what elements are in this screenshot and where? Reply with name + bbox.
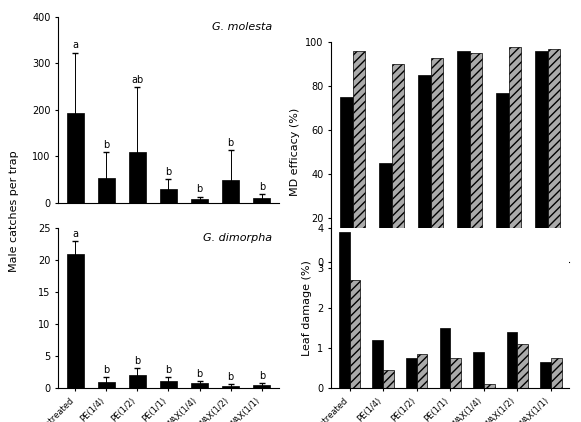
Bar: [350, 280, 360, 388]
Bar: [222, 180, 239, 203]
Bar: [160, 381, 177, 388]
Text: b: b: [196, 184, 203, 194]
Text: b: b: [166, 365, 171, 375]
Bar: [67, 254, 84, 388]
Bar: [379, 163, 392, 262]
Bar: [129, 152, 146, 203]
Bar: [418, 75, 431, 262]
Text: b: b: [134, 356, 141, 366]
Bar: [457, 51, 470, 262]
Bar: [340, 97, 353, 262]
Bar: [191, 199, 208, 203]
Text: a: a: [72, 41, 78, 50]
Bar: [98, 178, 115, 203]
Bar: [372, 340, 383, 388]
Bar: [417, 354, 428, 388]
Bar: [253, 198, 270, 203]
Bar: [470, 53, 482, 262]
Bar: [536, 51, 548, 262]
Bar: [222, 386, 239, 388]
Bar: [507, 332, 517, 388]
Bar: [353, 51, 365, 262]
Bar: [496, 93, 509, 262]
Text: G. dimorpha: G. dimorpha: [203, 233, 272, 243]
Bar: [339, 232, 350, 388]
Bar: [450, 358, 461, 388]
Text: b: b: [196, 369, 203, 379]
Bar: [191, 383, 208, 388]
Text: b: b: [259, 371, 265, 381]
Text: Male catches per trap: Male catches per trap: [9, 150, 19, 272]
Bar: [517, 344, 528, 388]
Bar: [473, 352, 484, 388]
Text: b: b: [228, 372, 234, 382]
Bar: [129, 376, 146, 388]
Bar: [509, 46, 521, 262]
Text: a: a: [72, 229, 78, 239]
Bar: [406, 358, 417, 388]
Text: ab: ab: [131, 75, 144, 85]
Legend: G. molesta, G. dimorpha: G. molesta, G. dimorpha: [469, 0, 565, 3]
Bar: [551, 358, 562, 388]
Text: b: b: [103, 140, 109, 150]
Text: G. molesta: G. molesta: [212, 22, 272, 32]
Bar: [440, 328, 450, 388]
Bar: [548, 49, 561, 262]
Bar: [160, 189, 177, 203]
Bar: [540, 362, 551, 388]
Text: b: b: [166, 167, 171, 177]
Text: b: b: [259, 182, 265, 192]
Bar: [383, 370, 394, 388]
Bar: [67, 113, 84, 203]
Text: b: b: [228, 138, 234, 148]
Bar: [253, 385, 270, 388]
Bar: [392, 64, 404, 262]
Bar: [98, 382, 115, 388]
Text: b: b: [103, 365, 109, 375]
Y-axis label: MD efficacy (%): MD efficacy (%): [289, 108, 300, 196]
Y-axis label: Leaf damage (%): Leaf damage (%): [302, 260, 312, 356]
Bar: [431, 57, 443, 262]
Bar: [484, 384, 494, 388]
